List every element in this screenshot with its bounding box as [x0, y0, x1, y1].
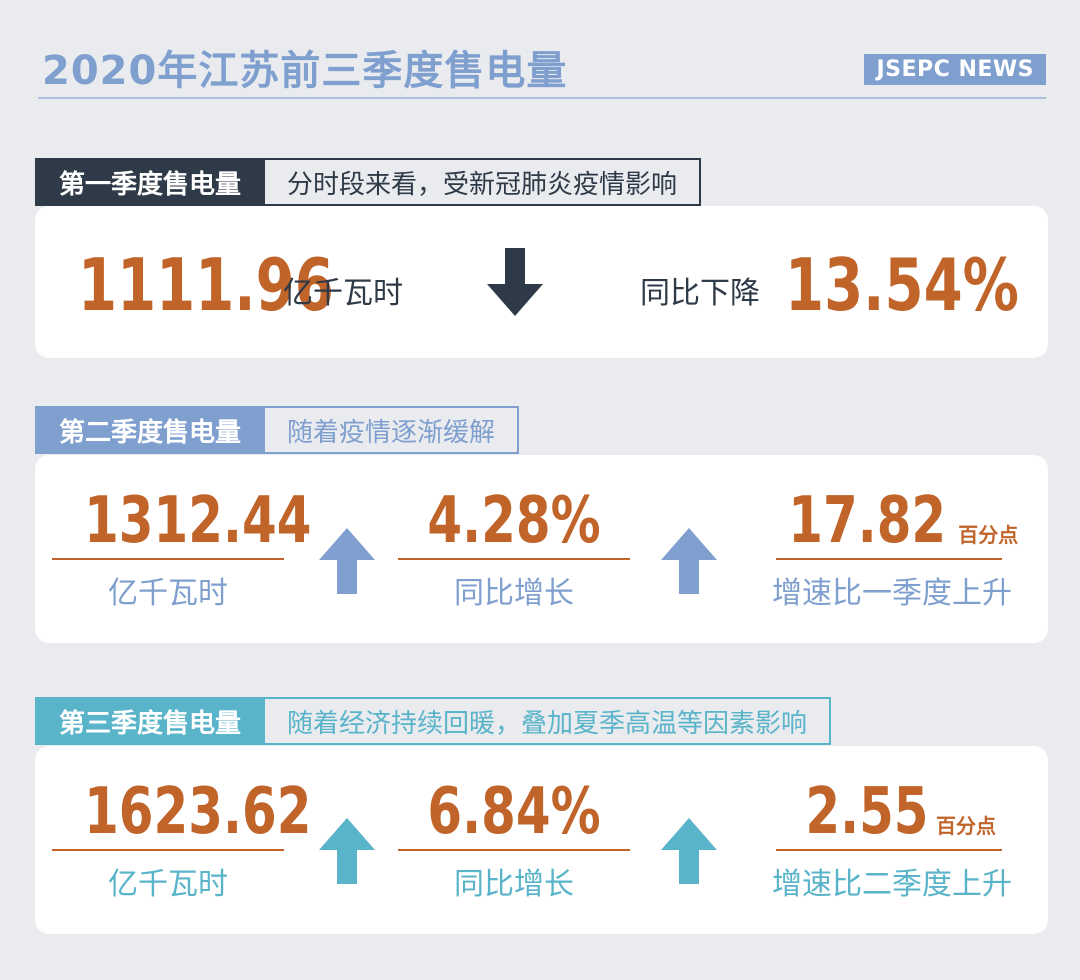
- q2-points-caption: 增速比一季度上升: [772, 576, 1012, 611]
- q3-value-caption: 亿千瓦时: [108, 867, 228, 902]
- q3-value-block: 1623.62 亿千瓦时: [52, 777, 311, 903]
- q2-value-block: 1312.44 亿千瓦时: [52, 486, 311, 612]
- q2-tag: 第二季度售电量: [35, 406, 266, 454]
- q3-value: 1623.62: [84, 775, 312, 849]
- q2-points-underline: [776, 558, 1002, 560]
- q2-label: 第二季度售电量 随着疫情逐渐缓解: [35, 406, 520, 454]
- q3-points-block: 2.55 百分点 增速比二季度上升: [752, 777, 1032, 903]
- page-title: 2020年江苏前三季度售电量: [42, 48, 568, 94]
- q3-points-caption: 增速比二季度上升: [772, 867, 1012, 902]
- q2-points: 17.82: [788, 484, 946, 558]
- q1-card: [35, 206, 1048, 358]
- q3-tag: 第三季度售电量: [35, 697, 266, 745]
- arrow-up-icon: [661, 818, 717, 884]
- q3-card: [35, 746, 1048, 934]
- q2-growth-caption: 同比增长: [454, 576, 574, 611]
- q1-note: 分时段来看，受新冠肺炎疫情影响: [265, 158, 702, 206]
- q3-points: 2.55: [805, 775, 929, 849]
- brand-badge: JSEPC NEWS: [864, 54, 1046, 85]
- q3-value-underline: [52, 849, 284, 851]
- q2-note: 随着疫情逐渐缓解: [265, 406, 520, 454]
- q3-growth-caption: 同比增长: [454, 867, 574, 902]
- header-divider: [38, 97, 1046, 99]
- arrow-down-icon: [487, 248, 543, 316]
- q2-card: [35, 455, 1048, 643]
- arrow-up-icon: [319, 528, 375, 594]
- q3-growth-underline: [398, 849, 630, 851]
- q2-growth-underline: [398, 558, 630, 560]
- q1-tag: 第一季度售电量: [35, 158, 266, 206]
- q3-points-underline: [776, 849, 1002, 851]
- q2-value: 1312.44: [84, 484, 312, 558]
- q2-value-caption: 亿千瓦时: [108, 576, 228, 611]
- q1-unit: 亿千瓦时: [283, 276, 403, 311]
- q1-change-label: 同比下降: [640, 276, 760, 311]
- q2-points-suffix: 百分点: [958, 523, 1019, 547]
- q2-growth-block: 4.28% 同比增长: [398, 486, 630, 612]
- arrow-up-icon: [661, 528, 717, 594]
- arrow-up-icon: [319, 818, 375, 884]
- q1-label: 第一季度售电量 分时段来看，受新冠肺炎疫情影响: [35, 158, 702, 206]
- q1-value: 1111.96: [78, 243, 334, 327]
- q2-growth: 4.28%: [427, 484, 601, 558]
- q3-note: 随着经济持续回暖，叠加夏季高温等因素影响: [265, 697, 832, 745]
- q2-value-underline: [52, 558, 284, 560]
- q3-growth: 6.84%: [427, 775, 601, 849]
- q3-points-suffix: 百分点: [935, 814, 996, 838]
- q3-label: 第三季度售电量 随着经济持续回暖，叠加夏季高温等因素影响: [35, 697, 832, 745]
- q1-change-value: 13.54%: [785, 243, 1019, 327]
- q2-points-block: 17.82 百分点 增速比一季度上升: [752, 486, 1032, 612]
- q3-growth-block: 6.84% 同比增长: [398, 777, 630, 903]
